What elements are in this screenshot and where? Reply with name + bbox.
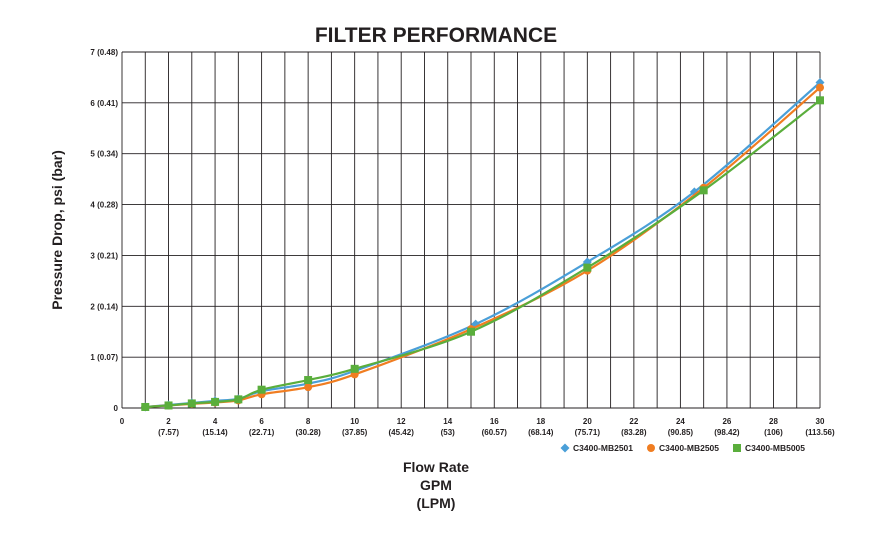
x-tick-sublabel: (37.85) <box>342 428 368 437</box>
legend-item-C3400-MB2501: C3400-MB2501 <box>560 443 633 453</box>
y-tick-label: 6 (0.41) <box>90 99 118 108</box>
x-axis-label-gpm: GPM <box>420 477 452 493</box>
x-tick-sublabel: (90.85) <box>668 428 694 437</box>
data-point-C3400-MB5005 <box>304 376 313 385</box>
x-tick-label: 20 <box>583 417 592 426</box>
y-axis-label: Pressure Drop, psi (bar) <box>49 150 65 310</box>
data-point-C3400-MB5005 <box>234 395 243 404</box>
legend-label: C3400-MB2505 <box>659 443 719 453</box>
data-point-C3400-MB5005 <box>816 96 824 105</box>
x-tick-label: 26 <box>722 417 731 426</box>
x-tick-sublabel: (53) <box>441 428 456 437</box>
data-point-C3400-MB5005 <box>467 327 475 336</box>
legend-label: C3400-MB2501 <box>573 443 633 453</box>
series-C3400-MB5005 <box>141 96 824 411</box>
legend-item-C3400-MB5005: C3400-MB5005 <box>733 443 805 453</box>
grid <box>121 51 821 409</box>
data-point-C3400-MB5005 <box>583 263 592 272</box>
x-tick-sublabel: (45.42) <box>389 428 415 437</box>
x-tick-label: 16 <box>490 417 499 426</box>
x-tick-sublabel: (15.14) <box>202 428 228 437</box>
data-point-C3400-MB5005 <box>164 401 173 410</box>
x-tick-sublabel: (68.14) <box>528 428 554 437</box>
data-point-C3400-MB5005 <box>187 399 196 408</box>
data-point-C3400-MB5005 <box>699 186 708 195</box>
x-tick-label: 4 <box>213 417 218 426</box>
legend-marker-C3400-MB5005 <box>733 444 741 452</box>
x-tick-label: 18 <box>536 417 545 426</box>
y-tick-label: 7 (0.48) <box>90 48 118 57</box>
x-tick-sublabel: (106) <box>764 428 783 437</box>
series-layer <box>140 78 825 412</box>
x-tick-sublabel: (113.56) <box>805 428 835 437</box>
x-tick-label: 0 <box>120 417 125 426</box>
legend: C3400-MB2501 C3400-MB2505 C3400-MB5005 <box>560 443 805 453</box>
x-tick-label: 2 <box>166 417 171 426</box>
series-line-C3400-MB2505 <box>145 86 821 409</box>
x-tick-label: 28 <box>769 417 778 426</box>
chart-title: FILTER PERFORMANCE <box>315 24 557 47</box>
x-tick-sublabel: (7.57) <box>158 428 179 437</box>
y-tick-label: 3 (0.21) <box>90 251 118 260</box>
series-C3400-MB2505 <box>141 83 824 411</box>
data-point-C3400-MB5005 <box>211 397 220 406</box>
legend-marker-C3400-MB2505 <box>647 444 655 452</box>
y-tick-label: 4 (0.28) <box>90 201 118 210</box>
x-tick-label: 14 <box>443 417 452 426</box>
y-tick-label: 5 (0.34) <box>90 150 118 159</box>
x-tick-sublabel: (83.28) <box>621 428 647 437</box>
y-tick-label: 0 <box>114 404 119 413</box>
x-tick-label: 10 <box>350 417 359 426</box>
series-C3400-MB2501 <box>140 78 825 412</box>
x-axis-label-flow-rate: Flow Rate <box>403 459 469 475</box>
y-tick-label: 1 (0.07) <box>90 353 118 362</box>
x-tick-label: 30 <box>816 417 825 426</box>
axis-ticks: 0 1 (0.07) 2 (0.14) 3 (0.21) 4 (0.28) 5 (0.34… <box>90 48 835 437</box>
x-tick-label: 24 <box>676 417 685 426</box>
legend-item-C3400-MB2505: C3400-MB2505 <box>647 443 719 453</box>
x-tick-sublabel: (22.71) <box>249 428 275 437</box>
x-tick-sublabel: (75.71) <box>575 428 601 437</box>
x-tick-sublabel: (98.42) <box>714 428 740 437</box>
legend-marker-C3400-MB2501 <box>560 443 570 453</box>
x-tick-sublabel: (60.57) <box>482 428 508 437</box>
data-point-C3400-MB5005 <box>350 364 359 373</box>
data-point-C3400-MB5005 <box>257 385 266 394</box>
series-line-C3400-MB5005 <box>145 99 821 409</box>
data-point-C3400-MB5005 <box>141 402 150 411</box>
x-axis-label-lpm: (LPM) <box>417 495 456 511</box>
series-line-C3400-MB2501 <box>145 81 821 409</box>
data-point-C3400-MB2505 <box>816 83 824 92</box>
data-point-C3400-MB2505 <box>304 383 313 392</box>
x-tick-sublabel: (30.28) <box>295 428 321 437</box>
x-tick-label: 22 <box>629 417 638 426</box>
y-tick-label: 2 (0.14) <box>90 302 118 311</box>
x-tick-label: 8 <box>306 417 311 426</box>
legend-label: C3400-MB5005 <box>745 443 805 453</box>
x-tick-label: 12 <box>397 417 406 426</box>
x-tick-label: 6 <box>259 417 264 426</box>
